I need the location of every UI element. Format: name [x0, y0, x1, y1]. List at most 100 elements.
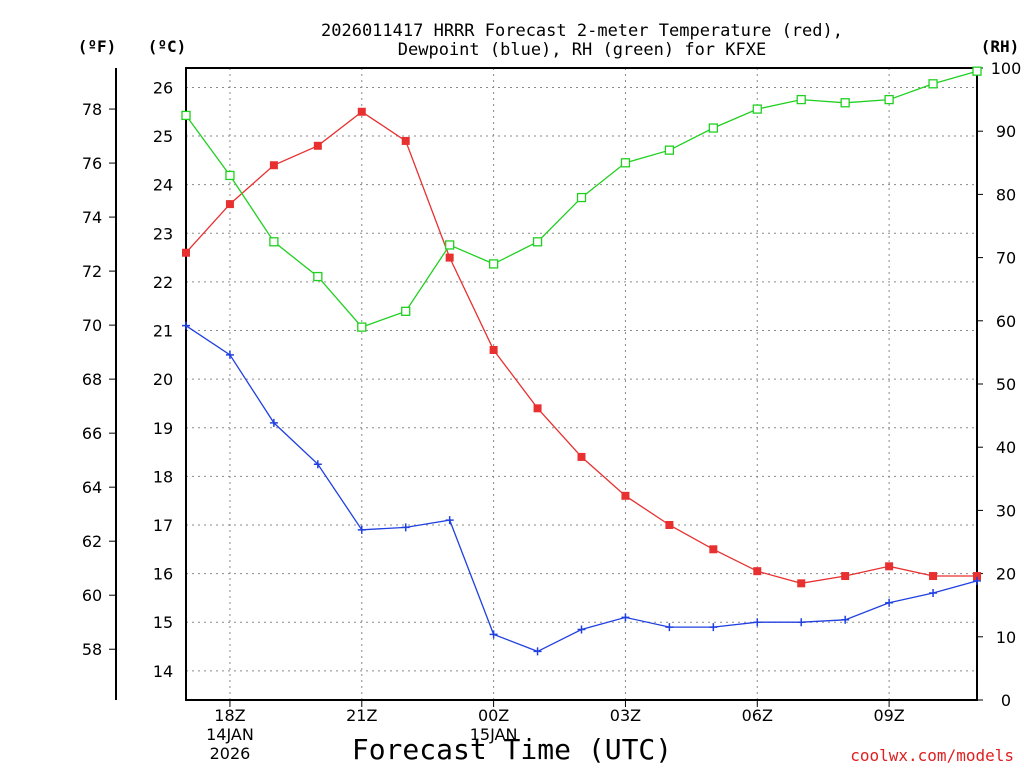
x-tick-label: 03Z	[610, 706, 641, 725]
x-tick-label: 21Z	[346, 706, 377, 725]
rh-unit-label: (RH)	[981, 37, 1020, 56]
rh-tick-label: 10	[996, 628, 1016, 647]
rh-point	[752, 104, 762, 114]
dewpoint-point	[841, 615, 850, 624]
fahrenheit-tick-label: 58	[82, 640, 102, 659]
rh-point	[313, 271, 323, 282]
fahrenheit-tick-label: 62	[82, 532, 102, 551]
fahrenheit-tick-label: 72	[82, 262, 102, 281]
x-tick-label: 15JAN	[470, 725, 518, 744]
rh-point	[225, 170, 235, 181]
celsius-tick-label: 14	[153, 662, 173, 681]
dewpoint-point	[621, 613, 630, 622]
celsius-tick-label: 22	[153, 273, 173, 292]
rh-tick-label: 60	[996, 312, 1016, 331]
chart-title-line-1: 2026011417 HRRR Forecast 2-meter Tempera…	[321, 21, 843, 41]
temperature-point	[709, 545, 718, 554]
temperature-point	[401, 136, 410, 145]
celsius-tick-label: 17	[153, 516, 173, 535]
fahrenheit-unit-label: (ºF)	[78, 37, 117, 56]
dewpoint-point	[665, 623, 674, 632]
temperature-point	[225, 200, 234, 209]
temperature-point	[841, 572, 850, 581]
dewpoint-line	[185, 325, 978, 653]
temperature-point	[621, 491, 630, 500]
temperature-point	[182, 248, 190, 257]
fahrenheit-tick-label: 60	[82, 586, 102, 605]
dewpoint-point	[489, 630, 498, 639]
rh-point	[664, 145, 675, 155]
rh-tick-label: 30	[996, 501, 1016, 520]
x-tick-label: 00Z	[478, 706, 509, 725]
chart-title-line-2: Dewpoint (blue), RH (green) for KFXE	[398, 40, 766, 60]
data-series	[181, 66, 982, 656]
fahrenheit-tick-label: 64	[82, 478, 102, 497]
dewpoint-point	[269, 418, 278, 427]
dewpoint-point	[753, 618, 762, 627]
fahrenheit-tick-label: 68	[82, 370, 102, 389]
celsius-tick-label: 15	[153, 613, 173, 632]
x-tick-label: 18Z	[214, 706, 245, 725]
rh-point	[401, 306, 411, 316]
dewpoint-point	[401, 523, 410, 532]
rh-point	[488, 259, 499, 269]
celsius-tick-label: 26	[153, 78, 173, 97]
temperature-point	[753, 567, 762, 576]
dewpoint-point	[885, 598, 894, 607]
rh-tick-label: 0	[1001, 691, 1011, 710]
rh-point	[532, 237, 543, 247]
temperature-point	[445, 253, 454, 262]
temperature-point	[797, 579, 806, 588]
dewpoint-point	[929, 589, 938, 598]
plot-frame	[185, 67, 978, 701]
celsius-tick-label: 18	[153, 467, 173, 486]
dewpoint-series	[182, 321, 981, 656]
celsius-tick-label: 16	[153, 565, 173, 584]
rh-series	[181, 66, 982, 332]
celsius-tick-label: 19	[153, 419, 173, 438]
fahrenheit-tick-label: 76	[82, 154, 102, 173]
x-axis-title: Forecast Time (UTC)	[352, 733, 672, 766]
rh-tick-label: 20	[996, 565, 1016, 584]
celsius-tick-label: 23	[153, 224, 173, 243]
dewpoint-point	[709, 623, 718, 632]
rh-tick-label: 80	[996, 185, 1016, 204]
fahrenheit-tick-label: 70	[82, 316, 102, 335]
dewpoint-point	[357, 525, 366, 534]
celsius-tick-label: 25	[153, 127, 173, 146]
dewpoint-point	[313, 460, 322, 469]
rh-point	[269, 237, 279, 247]
fahrenheit-tick-label: 78	[82, 100, 102, 119]
gridlines	[186, 68, 977, 700]
dewpoint-point	[225, 350, 234, 359]
dewpoint-point	[577, 625, 586, 634]
x-tick-label: 09Z	[873, 706, 904, 725]
rh-point	[445, 240, 455, 250]
celsius-tick-label: 20	[153, 370, 173, 389]
rh-point	[181, 110, 191, 121]
dewpoint-point	[797, 618, 806, 627]
rh-point	[884, 94, 894, 105]
temperature-point	[665, 520, 674, 529]
rh-point	[972, 66, 982, 76]
temperature-point	[313, 141, 322, 150]
temperature-point	[885, 562, 894, 571]
rh-point	[928, 79, 938, 89]
temperature-point	[929, 572, 938, 581]
x-tick-label: 2026	[210, 744, 251, 763]
rh-point	[620, 158, 631, 168]
celsius-tick-label: 24	[153, 176, 173, 195]
temperature-point	[489, 345, 498, 354]
temperature-line	[185, 111, 977, 584]
temperature-point	[357, 107, 366, 116]
temperature-point	[533, 404, 542, 413]
x-tick-label: 14JAN	[206, 725, 254, 744]
dewpoint-point	[973, 576, 981, 585]
rh-point	[796, 94, 806, 105]
rh-point	[708, 123, 718, 133]
credit-text: coolwx.com/models	[850, 746, 1014, 765]
dewpoint-point	[445, 516, 454, 525]
tick-labels: 14 15 16 17 18 19 20 21 22 23 24 25 26 58 60 62 64 66 68 70…	[82, 59, 1021, 763]
rh-point	[576, 192, 587, 203]
